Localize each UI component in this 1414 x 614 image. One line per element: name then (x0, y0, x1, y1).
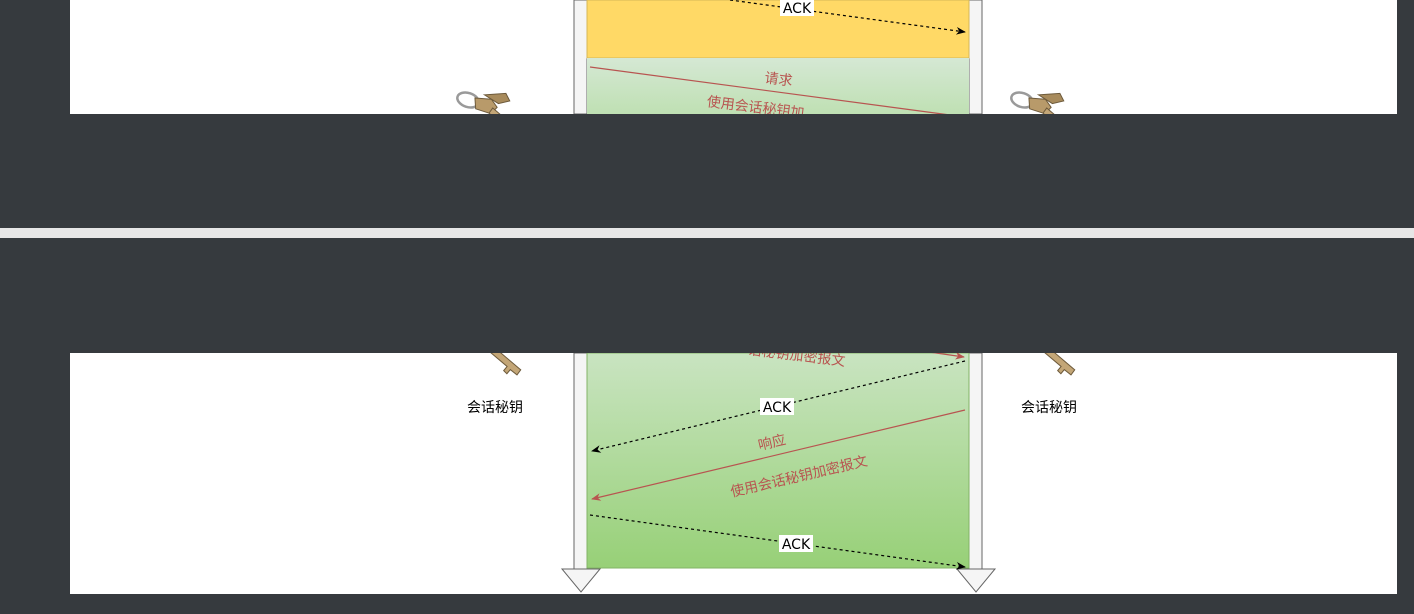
right-key-caption: 会话秘钥 (1021, 400, 1077, 416)
server-timeline-arrowhead (955, 568, 997, 593)
data-phase-box-top (587, 58, 969, 114)
handshake-phase-box (586, 0, 970, 59)
panel-divider (0, 228, 1414, 238)
ack-arrow-to-client (591, 360, 966, 453)
ack-label-bg-top (780, 0, 814, 16)
response-arrow (591, 409, 966, 501)
top-dark-band (0, 114, 1414, 228)
top-fragment: ACK 请求 使用会话秘钥加 (70, 0, 1397, 141)
data-phase-box-bottom (586, 352, 970, 569)
ack-label-bg-2 (779, 535, 813, 552)
request-arrow-top (589, 66, 966, 118)
response-label: 响应 (756, 431, 787, 454)
client-timeline (573, 352, 588, 570)
ack-label-top: ACK (783, 1, 812, 17)
client-timeline-arrowhead (560, 568, 602, 593)
ack-label-bg-1 (760, 398, 794, 415)
server-timeline (968, 352, 983, 570)
request-label: 请求 (764, 70, 794, 89)
server-timeline (968, 0, 983, 115)
ack-label-1: ACK (763, 400, 792, 416)
ack-label-2: ACK (782, 537, 811, 553)
left-key-caption: 会话秘钥 (467, 400, 523, 416)
client-timeline (573, 0, 588, 115)
bottom-dark-band (0, 238, 1414, 353)
